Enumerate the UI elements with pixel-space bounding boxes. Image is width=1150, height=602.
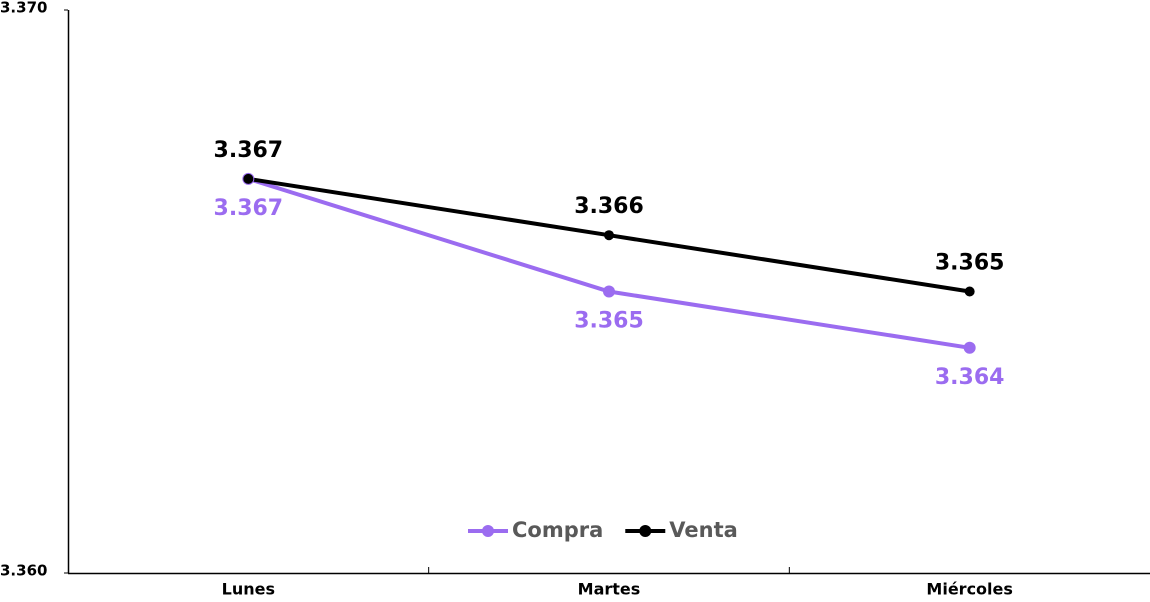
legend-label: Compra [512, 518, 603, 542]
data-label: 3.364 [935, 365, 1005, 390]
marker [964, 286, 975, 297]
data-label: 3.366 [574, 194, 644, 219]
marker [963, 341, 976, 354]
data-label: 3.367 [214, 138, 284, 163]
data-label: 3.365 [574, 309, 644, 334]
legend-marker [482, 525, 494, 537]
marker [243, 173, 254, 184]
data-label: 3.367 [214, 196, 284, 221]
marker [603, 285, 615, 298]
y-tick-label: 3.370 [0, 0, 47, 17]
legend-marker [639, 525, 652, 537]
x-tick-label: Lunes [222, 580, 275, 599]
data-label: 3.365 [935, 251, 1005, 276]
legend-label: Venta [669, 518, 738, 542]
marker [604, 230, 614, 241]
x-tick-label: Miércoles [926, 580, 1012, 599]
y-tick-label: 3.360 [0, 562, 47, 580]
x-tick-label: Martes [578, 580, 641, 599]
